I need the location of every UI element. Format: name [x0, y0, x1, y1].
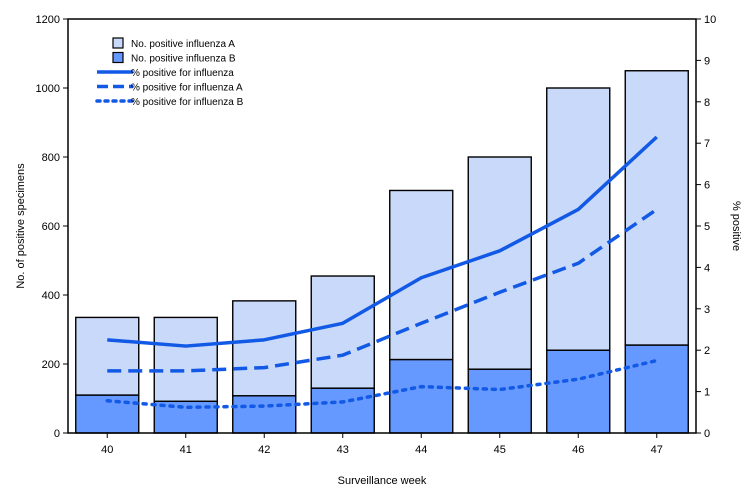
line-pct-influenza	[107, 135, 658, 348]
y2-tick-label-3: 3	[704, 304, 710, 316]
y-tick-label-400: 400	[42, 290, 60, 302]
right-axis: 0 1 2 3 4 5 6 7 8 9 10	[696, 14, 716, 440]
x-tick-label-43: 43	[337, 444, 349, 456]
line-pct-influenza-b	[105, 358, 659, 410]
bar-influenza-a-week-42	[232, 300, 297, 397]
legend-swatch-no-positive-influenza-b	[112, 51, 124, 64]
y-tick-label-1200: 1200	[36, 14, 60, 26]
x-axis-title: Surveillance week	[338, 475, 427, 487]
legend-label-positive-for-influenza-b: % positive for influenza B	[131, 97, 244, 108]
x-tick-label-47: 47	[651, 444, 663, 456]
x-axis: 40 41 42 43 44 45 46 47	[101, 433, 663, 456]
bar-influenza-a-week-43	[310, 275, 375, 389]
y-axis-title: No. of positive specimens	[15, 163, 27, 289]
bar-influenza-b-week-42	[232, 395, 297, 434]
bar-influenza-a-week-41	[153, 316, 218, 402]
bar-influenza-a-week-44	[389, 189, 454, 361]
x-tick-label-42: 42	[258, 444, 270, 456]
y2-tick-label-1: 1	[704, 387, 710, 399]
y-tick-label-200: 200	[42, 359, 60, 371]
bar-influenza-b-week-46	[546, 349, 611, 434]
y2-tick-label-9: 9	[704, 55, 710, 67]
y2-tick-label-2: 2	[704, 345, 710, 357]
legend-swatch-no-positive-influenza-a	[112, 37, 124, 49]
x-tick-label-45: 45	[494, 444, 506, 456]
bar-influenza-a-week-45	[467, 156, 532, 370]
line-pct-influenza-a	[107, 207, 658, 373]
x-tick-label-46: 46	[572, 444, 584, 456]
y2-tick-label-7: 7	[704, 138, 710, 150]
x-tick-label-44: 44	[415, 444, 427, 456]
x-tick-label-40: 40	[101, 444, 113, 456]
y2-tick-label-5: 5	[704, 221, 710, 233]
bar-influenza-b-week-43	[310, 387, 375, 434]
y2-tick-label-10: 10	[704, 14, 716, 26]
y-tick-label-600: 600	[42, 221, 60, 233]
y2-tick-label-0: 0	[704, 428, 710, 440]
legend: No. positive influenza A No. positive inf…	[95, 37, 244, 108]
lines-layer	[105, 135, 659, 410]
bars-layer	[75, 70, 689, 434]
legend-label-no-positive-influenza-b: No. positive influenza B	[131, 54, 236, 65]
bar-influenza-a-week-40	[75, 316, 140, 396]
y2-tick-label-6: 6	[704, 180, 710, 192]
y2-axis-title: % positive	[730, 201, 742, 251]
legend-label-positive-for-influenza: % positive for influenza	[131, 68, 234, 79]
bar-influenza-a-week-47	[624, 70, 689, 346]
y-tick-label-800: 800	[42, 152, 60, 164]
x-tick-label-41: 41	[180, 444, 192, 456]
legend-label-no-positive-influenza-a: No. positive influenza A	[131, 39, 235, 50]
left-axis: 0 200 400 600 800 1000 1200	[36, 14, 68, 440]
y-tick-label-1000: 1000	[36, 83, 60, 95]
y2-tick-label-8: 8	[704, 97, 710, 109]
bar-influenza-b-week-45	[467, 368, 532, 434]
bar-influenza-b-week-44	[389, 358, 454, 434]
y2-tick-label-4: 4	[704, 262, 710, 274]
legend-label-positive-for-influenza-a: % positive for influenza A	[131, 83, 243, 94]
bar-influenza-b-week-47	[624, 344, 689, 434]
y-tick-label-0: 0	[54, 428, 60, 440]
